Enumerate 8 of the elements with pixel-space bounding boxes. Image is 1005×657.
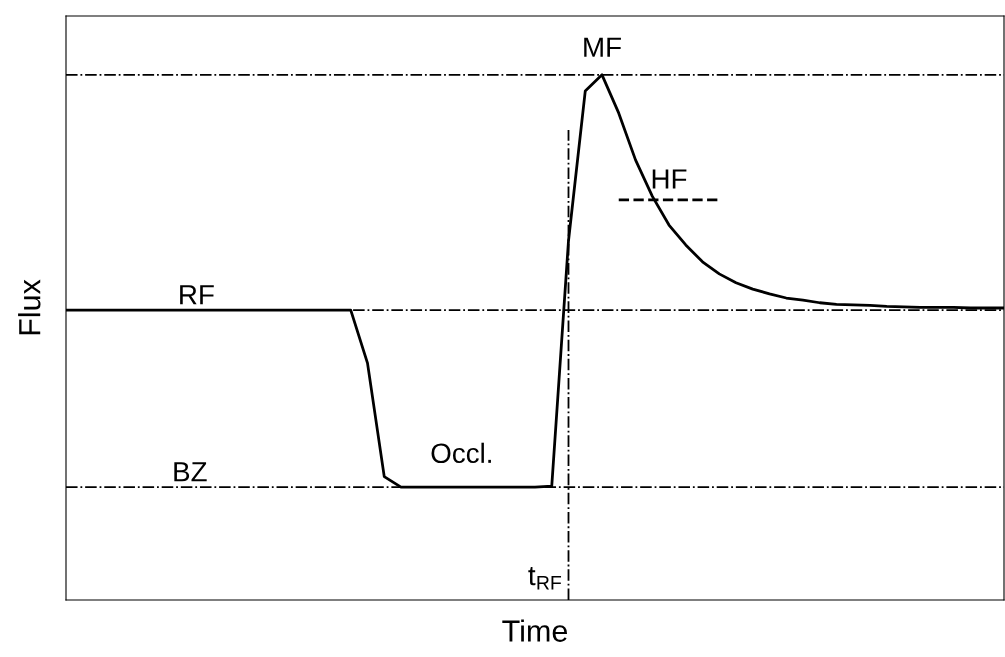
series-label: HF — [652, 169, 687, 189]
y-axis-title: Flux — [18, 279, 41, 335]
annotation: t$_{RF}$ — [528, 567, 562, 590]
annotation: Occl. — [431, 442, 491, 464]
x-axis-title: Time — [502, 619, 568, 642]
ref-line-label: MF — [584, 37, 621, 57]
ref-line-label: BZ — [174, 462, 207, 482]
ref-line-label: RF — [180, 285, 214, 305]
